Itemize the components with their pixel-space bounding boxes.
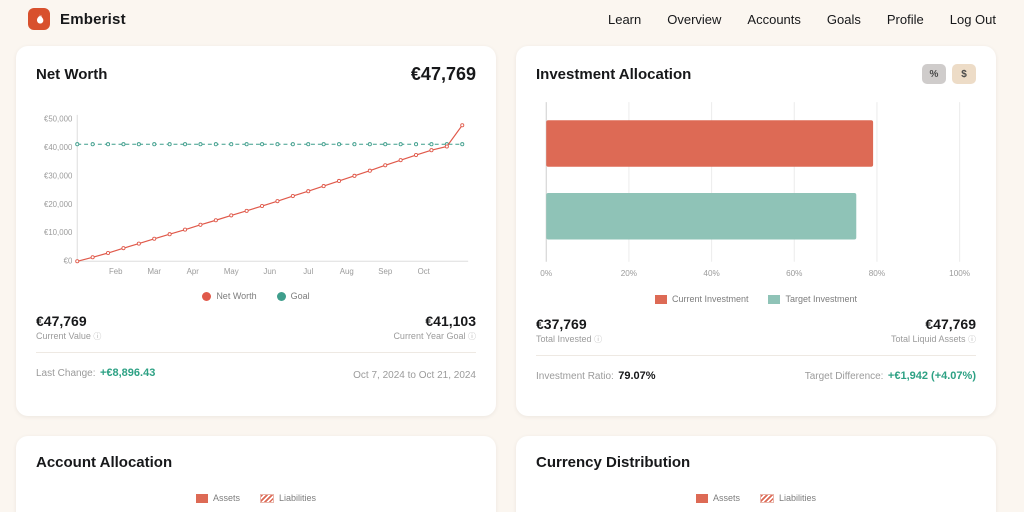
nav-learn[interactable]: Learn [607, 11, 642, 27]
svg-text:Mar: Mar [147, 267, 161, 276]
assets-swatch [695, 493, 708, 503]
investment-ratio-value: 79.07% [618, 370, 656, 382]
info-icon[interactable]: ⓘ [594, 335, 603, 344]
svg-text:€50,000: €50,000 [44, 114, 73, 123]
total-invested-value: €37,769 [536, 316, 587, 332]
info-icon[interactable]: ⓘ [93, 332, 102, 341]
net-worth-chart[interactable]: €0 €10,000 €20,000 €30,000 €40,000 €50,000 Feb… [36, 107, 476, 285]
svg-text:0%: 0% [540, 269, 552, 278]
year-goal-label: Current Year Goal [393, 331, 466, 341]
account-allocation-legend: Assets Liabilities [36, 493, 476, 503]
svg-text:Jul: Jul [303, 267, 313, 276]
nav-overview[interactable]: Overview [667, 11, 722, 27]
net-worth-headline-value: €47,769 [410, 64, 476, 84]
last-change-value: +€8,896.43 [99, 367, 156, 379]
current-value: €47,769 [36, 313, 87, 329]
goal-legend-dot [276, 291, 286, 301]
net-worth-title: Net Worth [36, 66, 108, 83]
svg-text:May: May [224, 267, 239, 276]
assets-label: Assets [712, 493, 740, 503]
unit-toggle: % $ [922, 64, 976, 84]
svg-text:100%: 100% [949, 269, 970, 278]
percent-toggle-button[interactable]: % [922, 64, 946, 84]
svg-text:€30,000: €30,000 [44, 171, 73, 180]
svg-text:40%: 40% [703, 269, 719, 278]
info-icon[interactable]: ⓘ [468, 332, 476, 341]
net-worth-legend: Net Worth Goal [36, 291, 476, 301]
svg-text:Feb: Feb [109, 267, 123, 276]
flame-logo-icon [28, 8, 50, 30]
investment-title: Investment Allocation [536, 65, 692, 83]
date-range: Oct 7, 2024 to Oct 21, 2024 [353, 370, 476, 381]
info-icon[interactable]: ⓘ [968, 335, 976, 344]
svg-text:Oct: Oct [418, 267, 431, 276]
svg-text:Sep: Sep [378, 267, 393, 276]
currency-distribution-card: Currency Distribution Assets Liabilities [516, 436, 996, 512]
total-invested-label: Total Invested [536, 334, 592, 344]
last-change-label: Last Change: [36, 368, 96, 379]
goal-legend-label: Goal [290, 291, 310, 301]
investment-ratio-label: Investment Ratio: [536, 371, 614, 382]
divider [36, 352, 476, 353]
brand-name: Emberist [60, 10, 126, 28]
current-value-label: Current Value [36, 331, 91, 341]
year-goal-value: €41,103 [425, 313, 476, 329]
current-investment-swatch [654, 294, 667, 304]
svg-text:80%: 80% [869, 269, 885, 278]
currency-distribution-legend: Assets Liabilities [536, 493, 976, 503]
main-nav: Learn Overview Accounts Goals Profile Lo… [608, 12, 996, 27]
brand[interactable]: Emberist [28, 8, 126, 30]
investment-chart[interactable]: 0% 20% 40% 60% 80% 100% [536, 96, 976, 288]
investment-allocation-card: Investment Allocation % $ 0% 20% 40% 60% 80%… [516, 46, 996, 416]
svg-text:60%: 60% [786, 269, 802, 278]
nav-accounts[interactable]: Accounts [747, 11, 801, 27]
liabilities-swatch [259, 493, 274, 503]
account-allocation-title: Account Allocation [36, 454, 173, 471]
nav-goals[interactable]: Goals [826, 11, 861, 27]
target-investment-label: Target Investment [785, 294, 858, 304]
target-difference-value: +€1,942 (+4.07%) [887, 370, 976, 382]
currency-distribution-title: Currency Distribution [536, 454, 691, 471]
svg-text:€0: €0 [64, 257, 73, 266]
svg-text:Apr: Apr [187, 267, 200, 276]
divider [536, 355, 976, 356]
nav-logout[interactable]: Log Out [949, 11, 996, 27]
svg-text:Aug: Aug [340, 267, 354, 276]
net-worth-legend-label: Net Worth [216, 291, 257, 301]
assets-swatch [195, 493, 208, 503]
assets-label: Assets [212, 493, 240, 503]
svg-text:Jun: Jun [263, 267, 276, 276]
top-bar: Emberist Learn Overview Accounts Goals P… [0, 0, 1024, 34]
liabilities-swatch [759, 493, 774, 503]
net-worth-card: Net Worth €47,769 €0 €10,000 €20,000 €30,00… [16, 46, 496, 416]
account-allocation-card: Account Allocation Assets Liabilities [16, 436, 496, 512]
nav-profile[interactable]: Profile [886, 11, 924, 27]
total-liquid-value: €47,769 [925, 316, 976, 332]
svg-text:€10,000: €10,000 [44, 228, 73, 237]
target-difference-label: Target Difference: [804, 371, 884, 382]
svg-text:20%: 20% [621, 269, 637, 278]
svg-text:€20,000: €20,000 [44, 200, 73, 209]
investment-legend: Current Investment Target Investment [536, 294, 976, 304]
net-worth-legend-dot [202, 291, 212, 301]
target-investment-swatch [768, 294, 781, 304]
liabilities-label: Liabilities [778, 493, 817, 503]
total-liquid-label: Total Liquid Assets [890, 334, 966, 344]
liabilities-label: Liabilities [278, 493, 317, 503]
current-investment-label: Current Investment [671, 294, 749, 304]
currency-toggle-button[interactable]: $ [952, 64, 976, 84]
svg-text:€40,000: €40,000 [44, 143, 73, 152]
